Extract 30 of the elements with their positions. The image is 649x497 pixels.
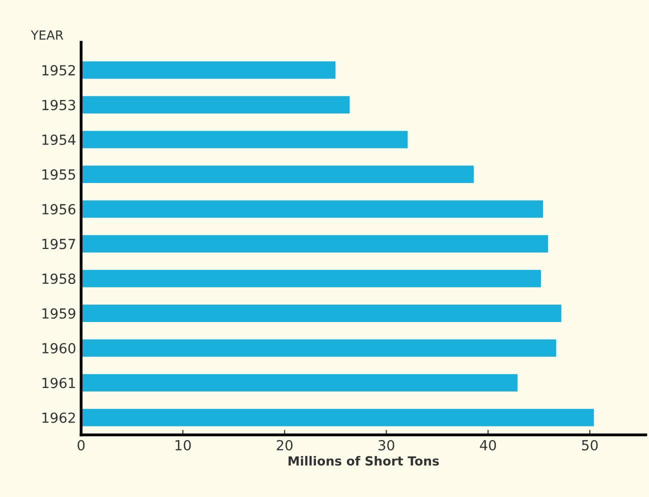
bar	[81, 408, 594, 426]
y-tick-label: 1962	[42, 412, 75, 423]
y-tick-label: 1952	[42, 65, 75, 76]
bar	[81, 61, 336, 79]
x-tick-label: 40	[480, 440, 496, 450]
x-tick-label: 20	[276, 440, 293, 450]
y-tick-label: 1958	[42, 273, 76, 284]
bar	[81, 96, 350, 114]
bar	[81, 374, 518, 392]
bar	[81, 200, 544, 218]
y-tick-label: 1960	[42, 342, 76, 354]
bar	[81, 235, 548, 252]
y-tick-label: 1959	[42, 308, 76, 319]
x-axis-title: Millions of Short Tons	[288, 456, 439, 466]
x-tick-label: 0	[78, 440, 85, 450]
x-tick-label: 30	[378, 440, 394, 450]
bar	[81, 339, 556, 357]
y-tick-label: 1956	[42, 204, 76, 214]
bar	[81, 166, 474, 183]
bar	[81, 130, 408, 148]
bar	[81, 304, 562, 322]
x-tick-label: 10	[176, 440, 191, 450]
y-tick-label: 1961	[42, 378, 75, 388]
y-tick-label: 1954	[42, 134, 76, 146]
y-tick-label: 1955	[42, 169, 76, 180]
y-tick-label: 1953	[42, 100, 76, 110]
x-tick-label: 50	[582, 440, 598, 450]
bar	[81, 270, 541, 288]
y-tick-label: 1957	[42, 238, 76, 250]
y-axis-title: YEAR	[30, 30, 64, 40]
